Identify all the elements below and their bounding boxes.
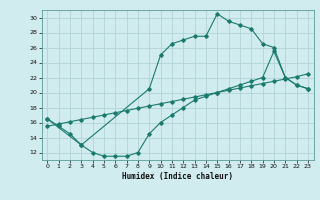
X-axis label: Humidex (Indice chaleur): Humidex (Indice chaleur) [122,172,233,181]
